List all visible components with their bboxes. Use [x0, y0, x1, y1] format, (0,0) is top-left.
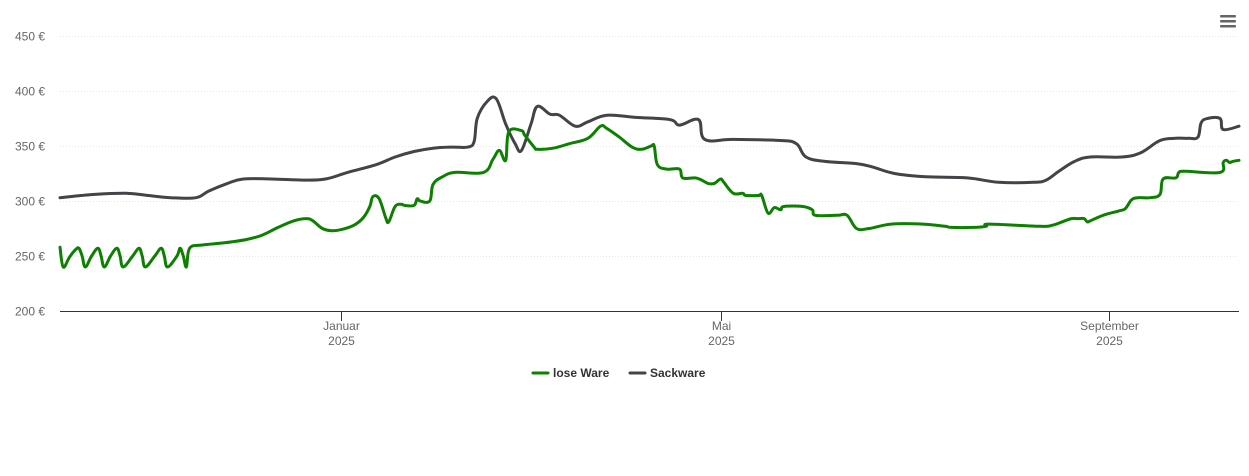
x-tick-label: September 2025: [1080, 319, 1139, 348]
x-tick-label: Januar 2025: [323, 319, 360, 348]
legend-item-lose-ware[interactable]: lose Ware: [531, 366, 610, 380]
legend-item-sackware[interactable]: Sackware: [628, 366, 706, 380]
chart-menu-button[interactable]: [1214, 10, 1242, 34]
y-tick-label: 250 €: [15, 250, 45, 264]
series-line-sackware[interactable]: [58, 95, 1241, 200]
y-axis: 200 € 250 € 300 € 350 € 400 € 450 €: [15, 30, 45, 319]
legend-label-lose-ware: lose Ware: [553, 366, 610, 380]
y-tick-label: 350 €: [15, 140, 45, 154]
y-tick-label: 300 €: [15, 195, 45, 209]
y-tick-label: 450 €: [15, 30, 45, 44]
x-tick-label: Mai 2025: [708, 319, 735, 348]
legend: lose Ware Sackware: [531, 366, 706, 380]
series-group: [58, 95, 1241, 269]
y-tick-label: 400 €: [15, 85, 45, 99]
x-axis: Januar 2025 Mai 2025 September 2025: [60, 311, 1239, 348]
hamburger-menu-icon: [1220, 15, 1236, 28]
series-line-lose-ware[interactable]: [58, 124, 1241, 269]
y-tick-label: 200 €: [15, 305, 45, 319]
legend-label-sackware: Sackware: [650, 366, 706, 380]
